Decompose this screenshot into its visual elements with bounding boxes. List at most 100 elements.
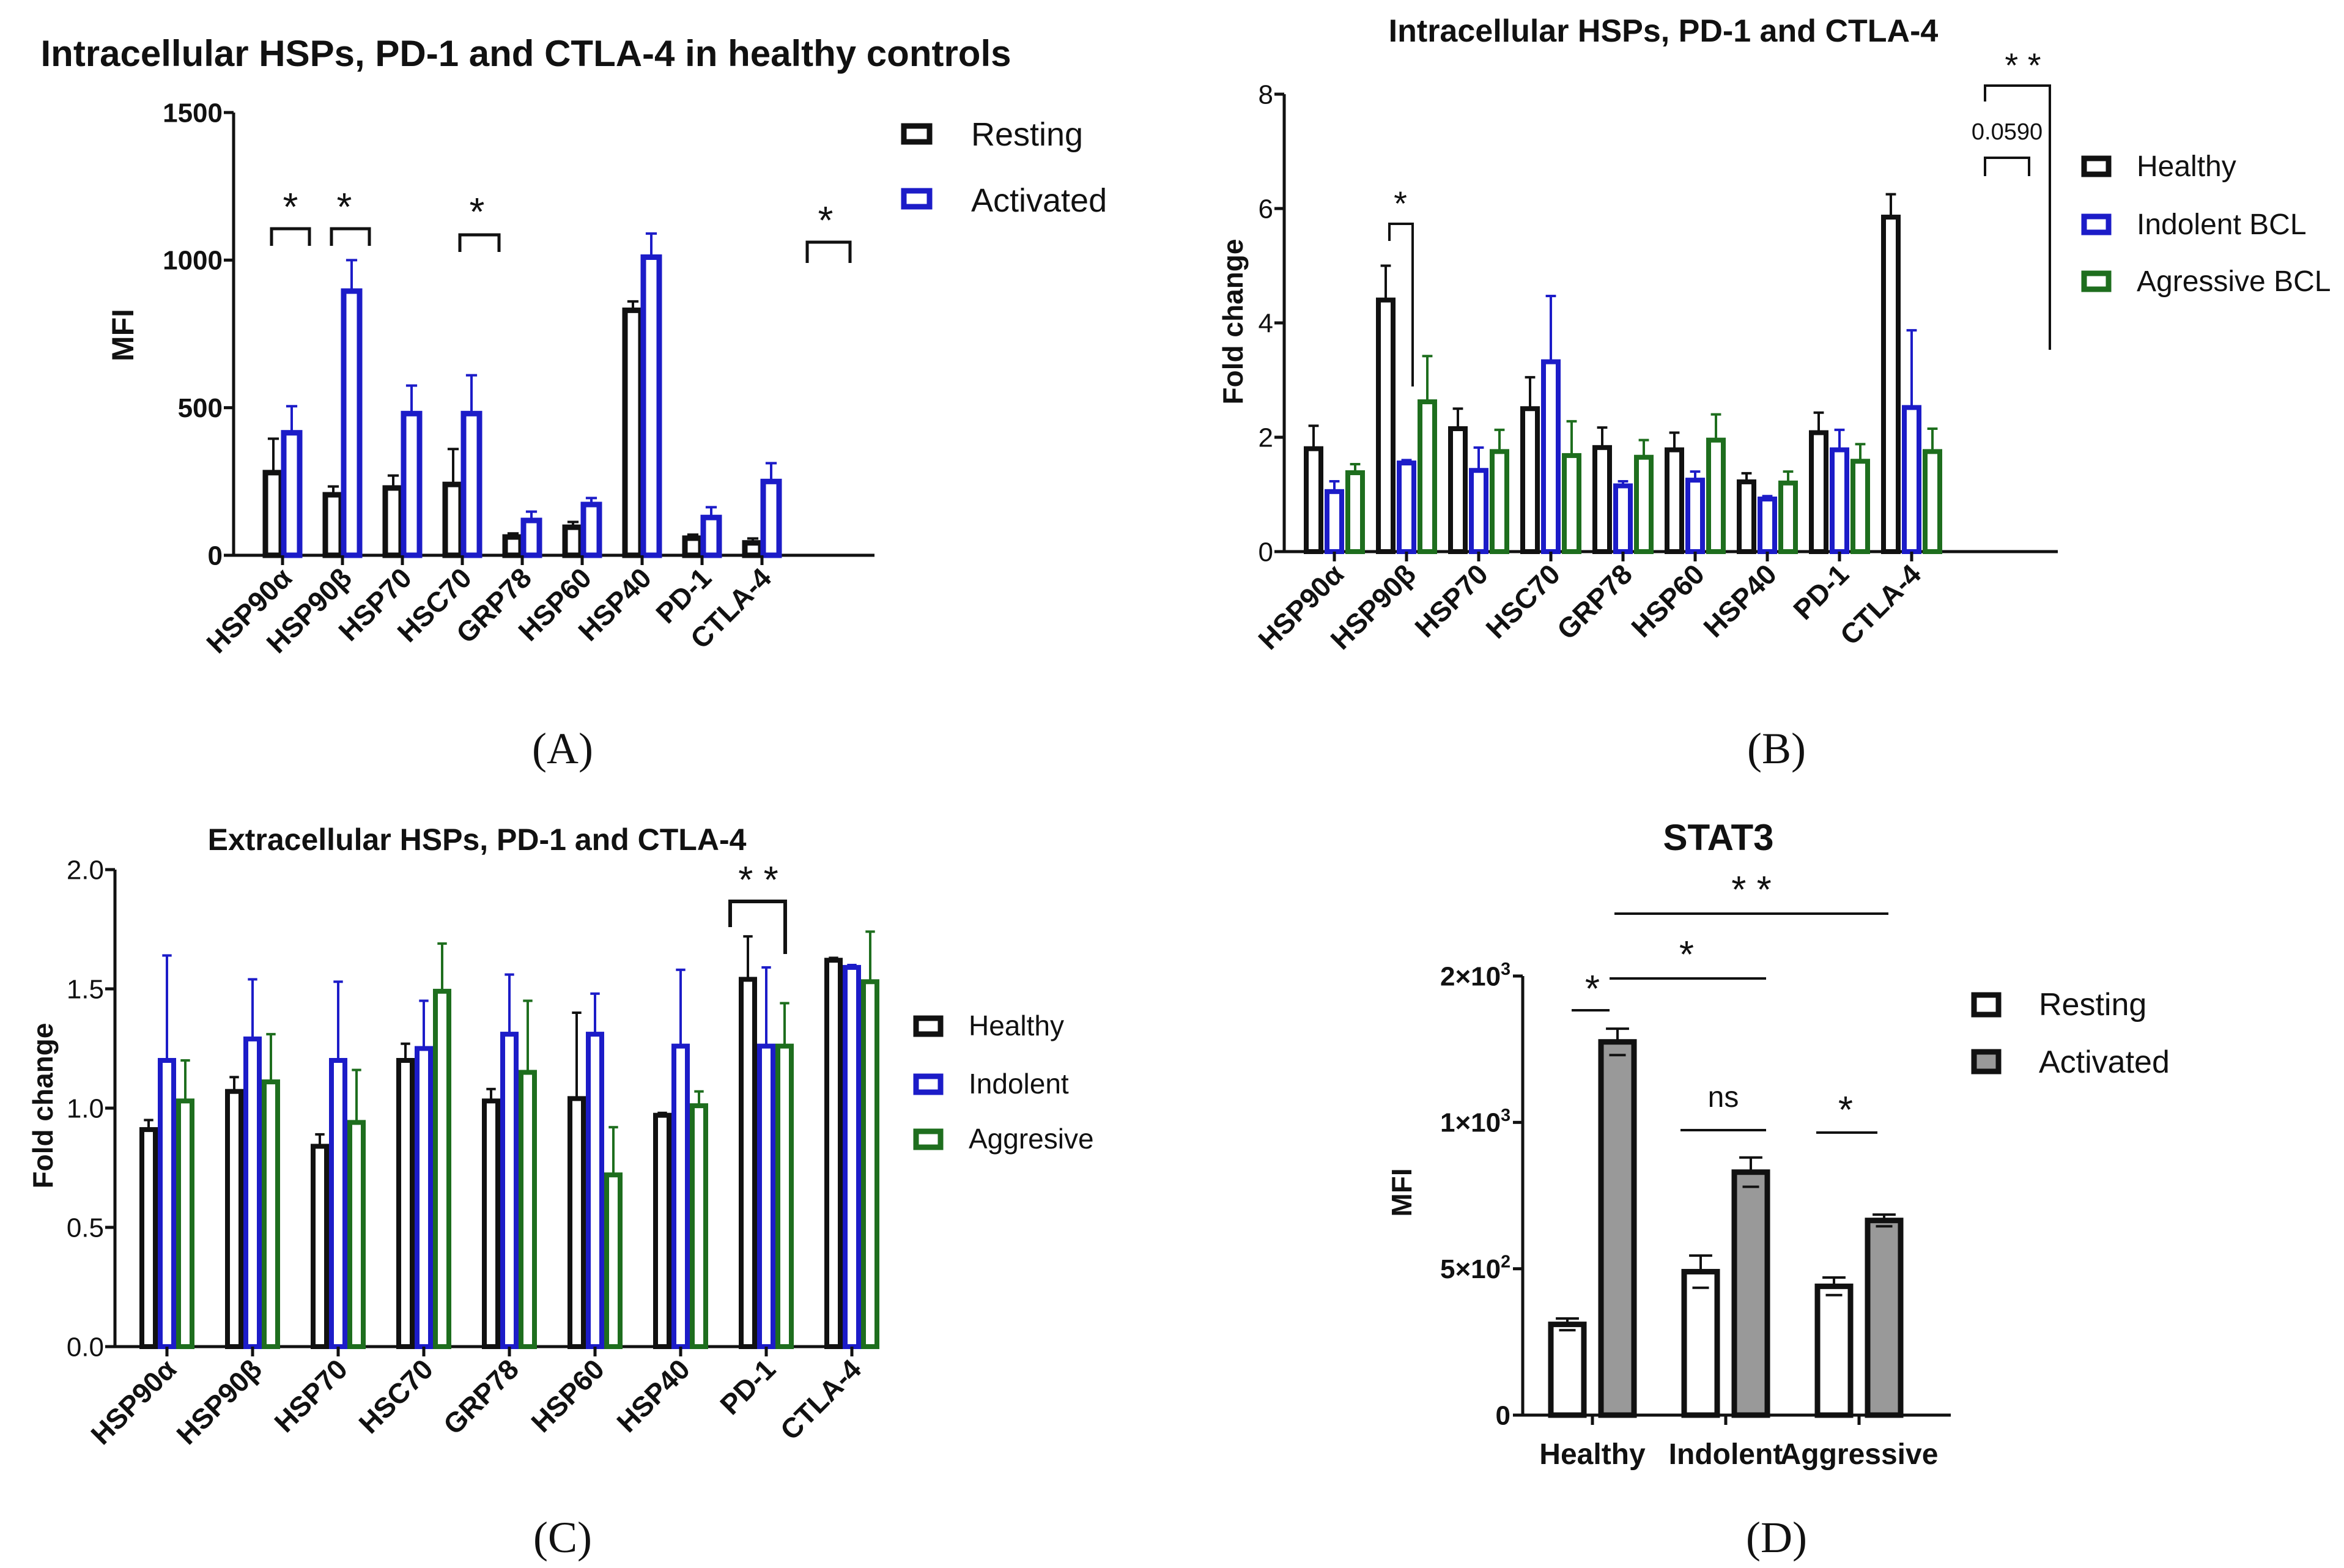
bar-resting-hsp70 <box>382 485 404 558</box>
sig-star: * <box>1394 184 1407 223</box>
sig-bracket <box>805 240 852 263</box>
y-tick-label: 2×103 <box>1440 960 1510 992</box>
bar-healthy-hsp60 <box>1665 447 1684 554</box>
legend-label-indolent: Indolent <box>969 1068 1069 1100</box>
legend-label-healthy: Healthy <box>2137 150 2236 183</box>
sig-ns: ns <box>1708 1081 1739 1114</box>
panel-a-significance: * * * * <box>270 185 852 263</box>
y-tick-label: 500 <box>178 393 223 423</box>
legend-label-indolent-bcl: Indolent BCL <box>2137 209 2307 241</box>
bar-activated-ctla-4 <box>760 478 782 558</box>
sig-star: * <box>470 190 485 234</box>
bar-activated-pd-1 <box>700 514 722 558</box>
bar-aggresive-hsp90 <box>176 1098 194 1350</box>
legend-swatch-resting <box>901 123 933 145</box>
sig-star: * <box>818 198 834 242</box>
panel-d-title: STAT3 <box>1663 817 1773 858</box>
legend-label-aggresive: Aggresive <box>969 1123 1094 1155</box>
bar-healthy-pd-1 <box>739 977 757 1349</box>
sig-bracket <box>330 227 371 246</box>
y-tick-label: 1.5 <box>67 974 104 1004</box>
x-tick-label-healthy: Healthy <box>1539 1438 1646 1471</box>
bar-agressive-bcl-hsp40 <box>1778 480 1798 554</box>
sig-bracket <box>458 233 501 252</box>
bar-indolent-bcl-pd-1 <box>1830 447 1849 554</box>
bar-indolent-hsp90 <box>158 1058 176 1349</box>
bar-resting-healthy <box>1548 1322 1587 1418</box>
panel-d-plot: 0 5×102 1×103 2×103 Healthy IndolentAggressiv… <box>1440 960 1951 1471</box>
sig-star: * <box>1838 1089 1853 1131</box>
bar-indolent-bcl-hsc70 <box>1541 359 1561 555</box>
panel-d-label: (D) <box>1746 1513 1807 1562</box>
bar-agressive-bcl-hsp90 <box>1345 470 1365 554</box>
panel-b-title: Intracellular HSPs, PD-1 and CTLA-4 <box>1389 13 1939 49</box>
bar-indolent-bcl-hsp90 <box>1325 489 1344 555</box>
bar-indolent-hsp60 <box>586 1032 604 1349</box>
bar-healthy-hsc70 <box>1520 406 1540 554</box>
bar-indolent-ctla-4 <box>843 964 861 1349</box>
panel-d-legend: Resting Activated <box>1971 987 2170 1080</box>
bar-agressive-bcl-grp78 <box>1634 454 1654 554</box>
sig-star: * <box>337 185 352 229</box>
bar-activated-hsc70 <box>460 410 482 558</box>
y-tick-label: 4 <box>1259 308 1273 338</box>
bar-indolent-bcl-hsp90 <box>1397 460 1416 555</box>
panel-a-label: (A) <box>532 724 593 773</box>
bar-healthy-hsp40 <box>653 1112 671 1349</box>
bar-activated-aggressive <box>1865 1218 1904 1418</box>
legend-label-agressive-bcl: Agressive BCL <box>2137 265 2331 298</box>
sig-stars: * * <box>738 859 778 901</box>
y-tick-label: 6 <box>1259 194 1273 224</box>
bar-indolent-hsp40 <box>671 1043 690 1349</box>
panel-b: Intracellular HSPs, PD-1 and CTLA-4 Fold… <box>1217 13 2331 773</box>
sig-stars: * * <box>1731 869 1771 911</box>
legend-swatch-activated <box>1971 1049 2002 1074</box>
sig-bracket <box>270 227 311 246</box>
bar-agressive-bcl-hsp60 <box>1706 437 1726 554</box>
bar-resting-hsc70 <box>442 481 464 558</box>
legend-swatch-indolent-bcl <box>2081 213 2112 235</box>
sig-pvalue: 0.0590 <box>1972 119 2043 145</box>
bar-resting-aggressive <box>1814 1283 1854 1418</box>
x-tick-label-indolent: Indolent <box>1669 1438 1783 1471</box>
legend-swatch-healthy <box>913 1015 944 1037</box>
bar-resting-hsp40 <box>622 307 644 558</box>
panel-a-y-label: MFI <box>106 309 140 361</box>
panel-c-legend: Healthy Indolent Aggresive <box>913 1010 1094 1155</box>
bar-resting-hsp90 <box>262 470 284 558</box>
bar-healthy-hsp90 <box>1304 446 1323 555</box>
bar-activated-grp78 <box>520 517 542 558</box>
sig-bracket <box>1388 223 1414 386</box>
legend-swatch-indolent <box>913 1073 944 1095</box>
sig-bracket <box>1984 84 2051 350</box>
bar-agressive-bcl-hsp70 <box>1490 449 1509 554</box>
bar-resting-indolent <box>1681 1268 1720 1418</box>
y-tick-label: 1×103 <box>1440 1106 1510 1138</box>
legend-swatch-agressive-bcl <box>2081 270 2112 292</box>
bar-indolent-hsp90 <box>243 1036 262 1350</box>
bar-indolent-grp78 <box>500 1032 519 1349</box>
y-tick-label: 0.5 <box>67 1213 104 1243</box>
bar-resting-hsp60 <box>562 524 584 558</box>
bar-indolent-bcl-grp78 <box>1613 483 1633 554</box>
panel-c-significance: * * <box>728 859 787 954</box>
bar-indolent-bcl-hsp70 <box>1469 468 1488 554</box>
panel-b-significance: * 0.0590 * * <box>1388 46 2051 386</box>
bar-activated-hsp90 <box>281 430 303 558</box>
bar-healthy-hsp60 <box>568 1096 586 1350</box>
bar-agressive-bcl-ctla-4 <box>1923 449 1942 554</box>
bar-indolent-pd-1 <box>757 1043 775 1349</box>
x-tick-label-aggressive: Aggressive <box>1780 1438 1939 1471</box>
bar-indolent-bcl-hsp60 <box>1685 478 1705 554</box>
sig-star: * <box>1585 968 1600 1010</box>
bar-activated-hsp90 <box>341 288 363 558</box>
sig-star: * <box>1679 934 1694 976</box>
panel-c-label: (C) <box>533 1513 592 1562</box>
y-tick-label: 0.0 <box>67 1332 104 1362</box>
bar-indolent-hsc70 <box>415 1046 433 1349</box>
bar-healthy-ctla-4 <box>1881 215 1901 554</box>
bar-healthy-pd-1 <box>1809 430 1828 555</box>
bar-agressive-bcl-hsc70 <box>1562 453 1581 554</box>
legend-label-activated: Activated <box>971 182 1107 219</box>
bar-healthy-hsp90 <box>1376 297 1396 554</box>
